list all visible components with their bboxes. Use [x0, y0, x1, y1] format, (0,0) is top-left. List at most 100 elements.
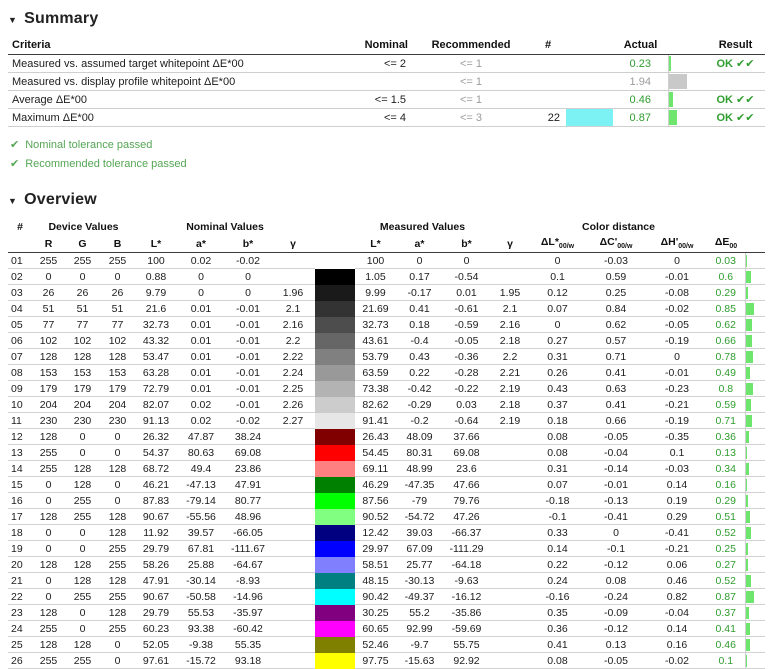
- color-swatch: [315, 381, 355, 397]
- device-g-cell: 0: [65, 541, 100, 557]
- color-swatch: [315, 445, 355, 461]
- meas-l-cell: 87.56: [355, 493, 396, 509]
- device-b-cell: 26: [100, 285, 135, 301]
- recommended-cell: <= 1: [412, 91, 530, 109]
- delta-l-cell: 0.08: [530, 445, 585, 461]
- delta-l-cell: 0.37: [530, 397, 585, 413]
- nom-a-cell: -55.56: [177, 509, 225, 525]
- delta-l-cell: 0.07: [530, 301, 585, 317]
- patch-index-cell: 07: [8, 349, 32, 365]
- nom-l-cell: 29.79: [135, 605, 177, 621]
- nom-b-cell: -8.93: [225, 573, 271, 589]
- nom-gamma-cell: [271, 589, 315, 605]
- device-g-cell: 128: [65, 557, 100, 573]
- summary-table: Criteria Nominal Recommended # Actual Re…: [8, 38, 765, 127]
- nom-l-cell: 11.92: [135, 525, 177, 541]
- overview-group-header: [707, 219, 765, 235]
- meas-gamma-cell: [490, 493, 530, 509]
- nom-a-cell: -30.14: [177, 573, 225, 589]
- delta-e-cell: 0.29: [707, 493, 745, 509]
- nom-l-cell: 90.67: [135, 589, 177, 605]
- patch-index-cell: 25: [8, 637, 32, 653]
- delta-c-cell: 0.59: [585, 269, 647, 285]
- bar-cell: [745, 269, 765, 285]
- summary-row: Measured vs. assumed target whitepoint Δ…: [8, 55, 765, 73]
- nom-b-cell: 23.86: [225, 461, 271, 477]
- device-b-cell: 255: [100, 253, 135, 269]
- meas-l-cell: 1.05: [355, 269, 396, 285]
- delta-h-cell: -0.01: [647, 269, 707, 285]
- delta-c-cell: -0.09: [585, 605, 647, 621]
- device-b-cell: 0: [100, 445, 135, 461]
- delta-l-cell: -0.16: [530, 589, 585, 605]
- recommended-tolerance-text: Recommended tolerance passed: [25, 155, 186, 174]
- delta-e-cell: 0.25: [707, 541, 745, 557]
- delta-e-bar: [746, 447, 747, 459]
- nom-gamma-cell: [271, 637, 315, 653]
- nom-gamma-cell: 2.26: [271, 397, 315, 413]
- nom-gamma-cell: [271, 541, 315, 557]
- nom-l-cell: 82.07: [135, 397, 177, 413]
- meas-l-cell: 91.41: [355, 413, 396, 429]
- device-b-cell: 51: [100, 301, 135, 317]
- bar-cell: [745, 349, 765, 365]
- meas-b-cell: 55.75: [443, 637, 490, 653]
- meas-a-cell: 92.99: [396, 621, 443, 637]
- bar-cell: [745, 333, 765, 349]
- meas-b-cell: -111.29: [443, 541, 490, 557]
- meas-l-cell: 90.42: [355, 589, 396, 605]
- nom-gamma-cell: [271, 525, 315, 541]
- nom-a-cell: -15.72: [177, 653, 225, 669]
- delta-e-bar: [746, 399, 752, 411]
- color-swatch: [315, 317, 355, 333]
- nom-a-cell: 0.01: [177, 365, 225, 381]
- patch-index-cell: 24: [8, 621, 32, 637]
- overview-subcolumn-header: ΔH'00/w: [647, 235, 707, 253]
- overview-group-header: Nominal Values: [135, 219, 315, 235]
- nom-gamma-cell: [271, 253, 315, 269]
- delta-l-cell: 0.22: [530, 557, 585, 573]
- overview-group-header: #: [8, 219, 32, 235]
- nominal-cell: <= 1.5: [360, 91, 412, 109]
- color-swatch: [315, 653, 355, 669]
- delta-e-cell: 0.36: [707, 429, 745, 445]
- count-cell: [530, 73, 566, 91]
- nom-l-cell: 97.61: [135, 653, 177, 669]
- patch-index-cell: 04: [8, 301, 32, 317]
- patch-index-cell: 11: [8, 413, 32, 429]
- device-b-cell: 0: [100, 429, 135, 445]
- nom-l-cell: 0.88: [135, 269, 177, 285]
- result-cell: OK ✔✔: [706, 91, 765, 109]
- nom-l-cell: 58.26: [135, 557, 177, 573]
- overview-subcolumn-header: a*: [177, 235, 225, 253]
- meas-b-cell: -0.59: [443, 317, 490, 333]
- device-r-cell: 128: [32, 429, 65, 445]
- meas-gamma-cell: 2.1: [490, 301, 530, 317]
- nom-b-cell: 80.77: [225, 493, 271, 509]
- bar-cell: [668, 109, 706, 127]
- device-g-cell: 0: [65, 605, 100, 621]
- summary-section-header[interactable]: ▼ Summary: [8, 10, 765, 28]
- overview-section-header[interactable]: ▼ Overview: [8, 191, 765, 209]
- collapse-triangle-icon: ▼: [8, 15, 17, 25]
- delta-e-bar: [746, 543, 748, 555]
- meas-l-cell: 9.99: [355, 285, 396, 301]
- delta-l-cell: 0.24: [530, 573, 585, 589]
- meas-gamma-cell: [490, 253, 530, 269]
- color-swatch: [315, 541, 355, 557]
- meas-l-cell: 12.42: [355, 525, 396, 541]
- delta-h-cell: 0: [647, 349, 707, 365]
- meas-gamma-cell: 2.19: [490, 413, 530, 429]
- meas-a-cell: -30.13: [396, 573, 443, 589]
- max-patch-swatch: [566, 73, 613, 91]
- meas-b-cell: -59.69: [443, 621, 490, 637]
- recommended-cell: <= 1: [412, 73, 530, 91]
- device-b-cell: 153: [100, 365, 135, 381]
- nom-l-cell: 54.37: [135, 445, 177, 461]
- meas-l-cell: 21.69: [355, 301, 396, 317]
- max-patch-swatch: [566, 91, 613, 109]
